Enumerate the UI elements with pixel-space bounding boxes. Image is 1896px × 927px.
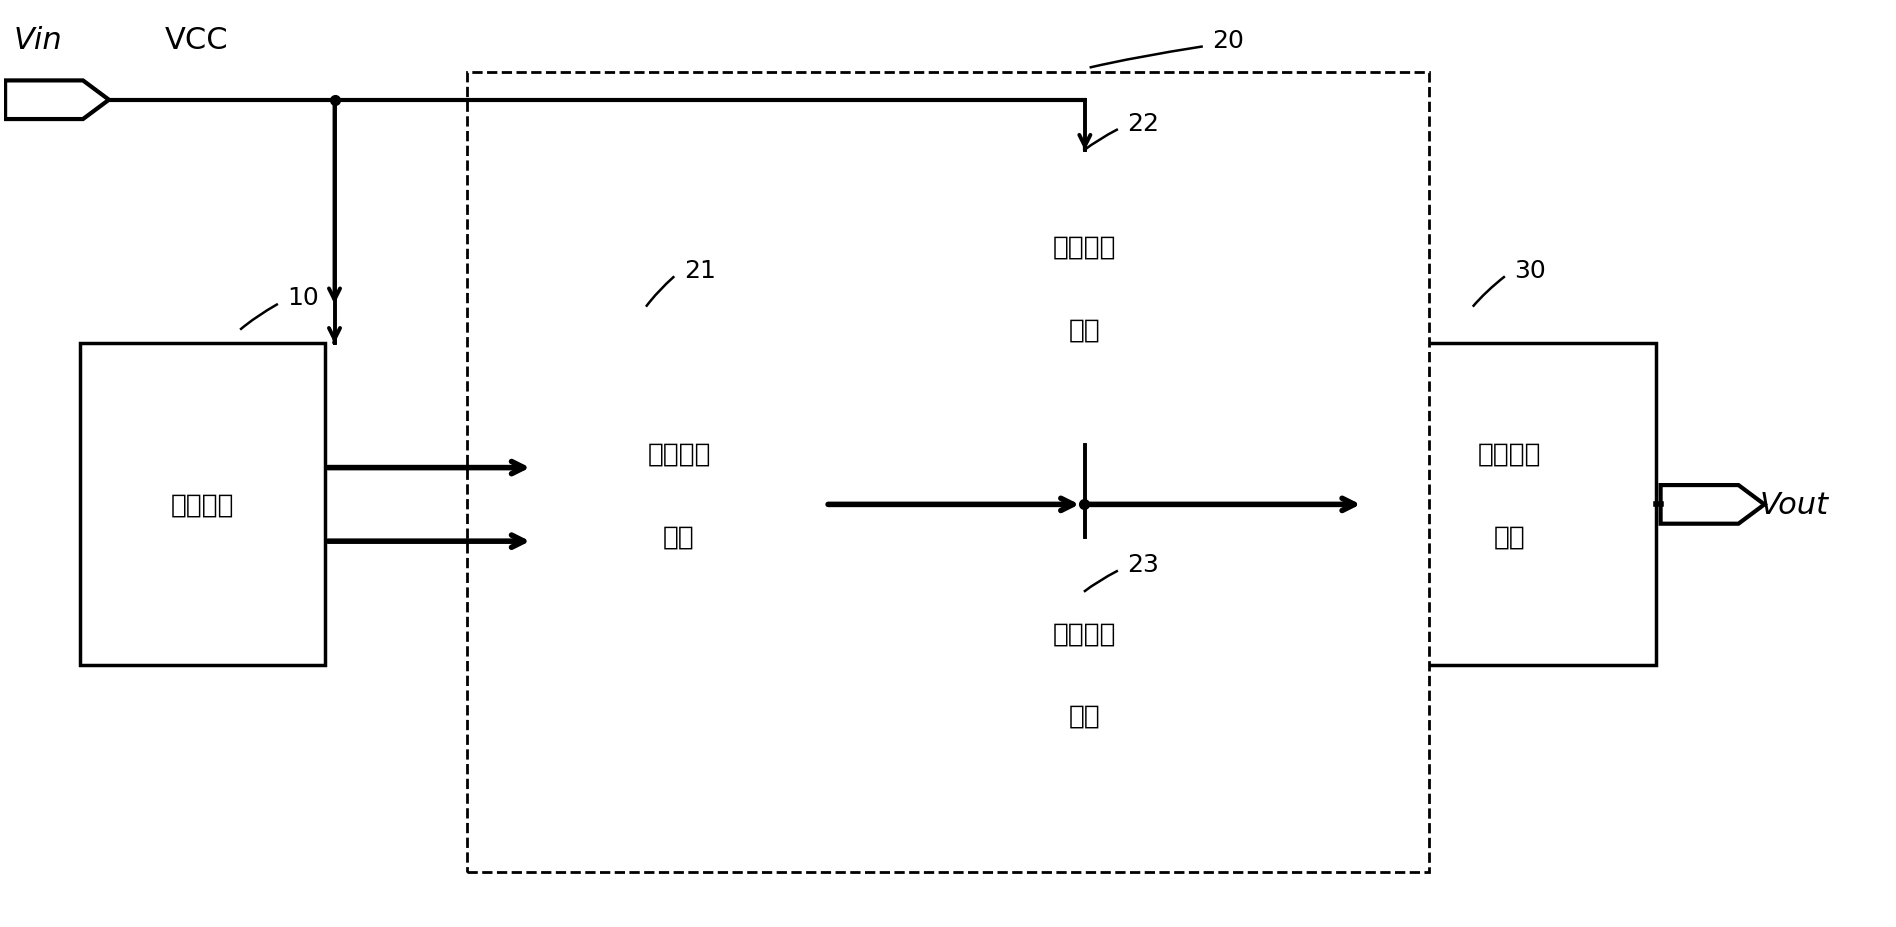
- Bar: [939, 537, 1231, 831]
- Text: Vin: Vin: [13, 27, 63, 56]
- Text: Vout: Vout: [1759, 490, 1830, 519]
- Text: 10: 10: [288, 286, 319, 311]
- Text: 22: 22: [1128, 111, 1158, 135]
- Text: 微控制器: 微控制器: [171, 492, 233, 518]
- Text: 单元: 单元: [1069, 704, 1102, 730]
- Bar: [1363, 344, 1655, 666]
- Text: 21: 21: [684, 259, 715, 283]
- Text: 单元: 单元: [664, 524, 694, 550]
- Text: 第一偏置: 第一偏置: [1052, 235, 1117, 260]
- Text: 滤波整形: 滤波整形: [1477, 441, 1541, 467]
- Text: 20: 20: [1212, 29, 1244, 53]
- Bar: [939, 151, 1231, 445]
- Text: 信号取样: 信号取样: [647, 441, 711, 467]
- Text: 单元: 单元: [1069, 317, 1102, 343]
- Text: VCC: VCC: [165, 27, 228, 56]
- Bar: [80, 344, 324, 666]
- Text: 模块: 模块: [1494, 524, 1526, 550]
- Text: 23: 23: [1128, 552, 1158, 577]
- Text: 30: 30: [1515, 259, 1545, 283]
- Text: 第二偏置: 第二偏置: [1052, 620, 1117, 646]
- Bar: [533, 344, 825, 666]
- Bar: [466, 73, 1430, 872]
